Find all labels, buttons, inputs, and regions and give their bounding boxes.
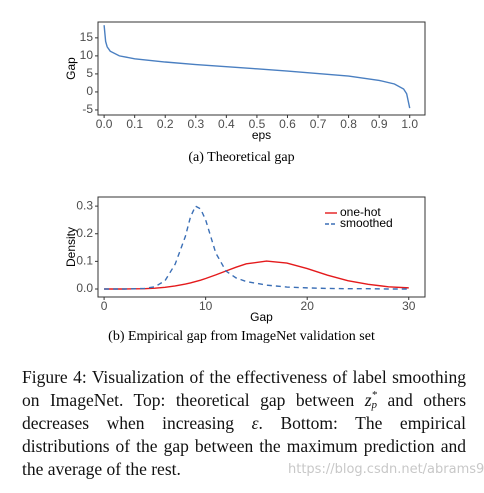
x-tick-label: 0.5 <box>249 117 266 131</box>
math-sup: * <box>371 388 378 401</box>
math: z <box>364 390 372 410</box>
line <box>103 25 411 109</box>
chart-caption: (a) Theoretical gap <box>188 150 294 165</box>
legend-label: one-hot <box>340 205 381 219</box>
caption-text: Visualization of the effectiveness of la… <box>22 367 466 410</box>
x-tick-label: 20 <box>301 299 315 313</box>
chart-caption: (b) Empirical gap from ImageNet validati… <box>108 329 375 344</box>
y-tick-label: 0.1 <box>76 254 93 268</box>
x-tick-label: 0.0 <box>96 117 113 131</box>
y-tick-label: 0.0 <box>76 281 93 295</box>
y-axis-title: Density <box>64 227 78 267</box>
x-tick-label: 0.7 <box>310 117 327 131</box>
y-tick-label: 5 <box>86 66 93 80</box>
y-tick-label: 0 <box>86 84 93 98</box>
line <box>104 260 409 290</box>
caption-text: and others decreases when increasing <box>22 390 466 433</box>
x-tick-label: 1.0 <box>401 117 418 131</box>
math-sub: p <box>371 398 378 411</box>
plot-border <box>97 196 426 298</box>
y-axis-title: Gap <box>64 57 78 80</box>
x-tick-label: 0.3 <box>187 117 204 131</box>
figure: -5 0 5 10 15 0.0 0.1 0.2 0.3 0.4 0.5 0.6 0.7 0.8 0.9 1.… <box>64 21 426 344</box>
x-tick-label: 30 <box>402 299 416 313</box>
caption-label: Figure 4: <box>22 367 87 387</box>
y-tick-label: 0.2 <box>76 226 93 240</box>
y-tick-label: 15 <box>80 30 94 44</box>
x-tick-label: 0 <box>101 299 108 313</box>
watermark: https://blog.csdn.net/abrams90 <box>288 462 484 477</box>
x-tick-label: 0.8 <box>340 117 357 131</box>
math: ε <box>251 413 259 433</box>
x-tick-label: 10 <box>199 299 213 313</box>
x-axis-title: Gap <box>250 310 273 324</box>
y-tick-label: 0.3 <box>76 198 93 212</box>
legend-label: smoothed <box>340 216 393 230</box>
plot-border <box>97 21 426 116</box>
x-tick-label: 0.1 <box>126 117 143 131</box>
caption-text: . Bottom: The empirical distributions of… <box>22 413 467 479</box>
x-axis-title: eps <box>252 128 271 142</box>
figure-caption: Figure 4: Visualization of the effective… <box>22 366 466 481</box>
x-tick-label: 0.9 <box>371 117 388 131</box>
y-tick-label: 10 <box>80 48 94 62</box>
x-tick-label: 0.6 <box>279 117 296 131</box>
line <box>104 205 409 290</box>
x-tick-label: 0.2 <box>157 117 174 131</box>
y-tick-label: -5 <box>82 102 93 116</box>
x-tick-label: 0.4 <box>218 117 235 131</box>
